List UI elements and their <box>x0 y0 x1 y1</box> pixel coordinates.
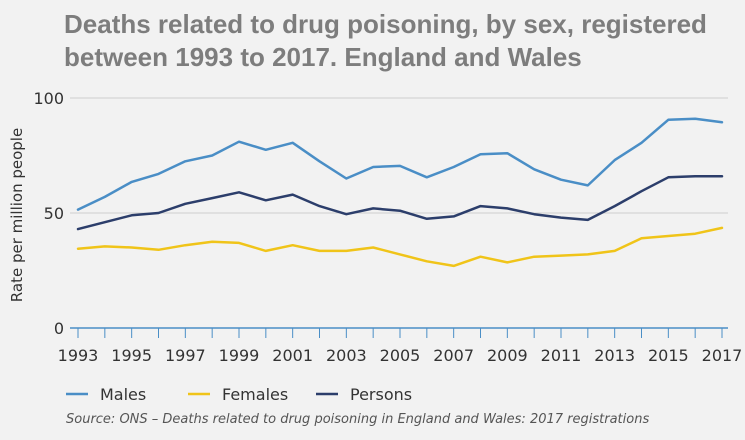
y-axis-label: Rate per million people <box>8 128 26 302</box>
x-tick-label: 2007 <box>433 346 474 365</box>
y-tick-label: 100 <box>33 89 64 108</box>
legend-label-males: Males <box>100 385 146 404</box>
x-tick-label: 2013 <box>594 346 635 365</box>
x-tick-label: 2001 <box>272 346 313 365</box>
x-tick-label: 2003 <box>326 346 367 365</box>
series-line-males <box>76 117 724 211</box>
series-line-persons <box>76 174 724 231</box>
y-tick-label: 0 <box>54 319 64 338</box>
chart-title: Deaths related to drug poisoning, by sex… <box>64 9 707 72</box>
x-tick-label: 2009 <box>487 346 528 365</box>
x-tick-label: 2005 <box>380 346 421 365</box>
y-tick-label: 50 <box>44 204 64 223</box>
x-tick-label: 1993 <box>58 346 99 365</box>
x-tick-label: 2015 <box>648 346 689 365</box>
x-tick-label: 1995 <box>111 346 152 365</box>
legend-label-persons: Persons <box>350 385 412 404</box>
legend-label-females: Females <box>222 385 288 404</box>
series-line-females <box>76 226 724 268</box>
x-tick-label: 1999 <box>219 346 260 365</box>
x-tick-label: 1997 <box>165 346 206 365</box>
gridlines <box>70 97 728 214</box>
legend: Males Females Persons <box>66 385 412 404</box>
source-note: Source: ONS – Deaths related to drug poi… <box>66 412 650 427</box>
x-tick-label: 2011 <box>541 346 582 365</box>
axes: 0 50 100 1993 1995 1997 1999 2001 2003 2005 2007 20… <box>33 89 742 365</box>
x-tick-label: 2017 <box>702 346 743 365</box>
series-lines <box>76 117 724 268</box>
